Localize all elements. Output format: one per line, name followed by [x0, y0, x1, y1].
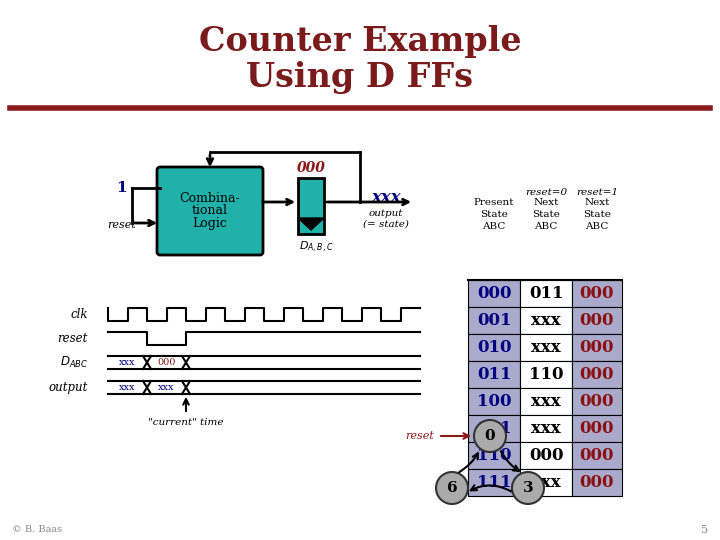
Text: 000: 000 [580, 447, 614, 464]
Bar [520, 280, 572, 307]
Bar [468, 280, 520, 307]
Bar [572, 307, 622, 334]
Text: Next: Next [585, 198, 610, 207]
Text: 000: 000 [580, 366, 614, 383]
Text: 000: 000 [580, 393, 614, 410]
Circle shape [436, 472, 468, 504]
Text: ABC: ABC [534, 222, 558, 231]
Text: 000: 000 [580, 339, 614, 356]
Bar [572, 469, 622, 496]
Text: Using D FFs: Using D FFs [246, 62, 474, 94]
Text: 000: 000 [157, 358, 176, 367]
Text: 101: 101 [477, 420, 511, 437]
Text: Combina-: Combina- [180, 192, 240, 206]
Text: xxx: xxx [531, 474, 561, 491]
Text: State: State [583, 210, 611, 219]
Text: xxx: xxx [531, 393, 561, 410]
Text: 000: 000 [580, 285, 614, 302]
Text: xxx: xxx [372, 190, 401, 206]
Text: reset=0: reset=0 [525, 188, 567, 197]
Text: 000: 000 [297, 161, 325, 175]
Bar [520, 307, 572, 334]
Text: ABC: ABC [585, 222, 608, 231]
Text: © B. Baas: © B. Baas [12, 525, 62, 535]
Bar [468, 334, 520, 361]
Bar [520, 334, 572, 361]
Circle shape [512, 472, 544, 504]
Text: reset: reset [405, 431, 434, 441]
Bar [572, 442, 622, 469]
Text: xxx: xxx [120, 383, 136, 392]
Text: Next: Next [534, 198, 559, 207]
Text: 3: 3 [523, 481, 534, 495]
Bar [572, 415, 622, 442]
Bar [298, 178, 324, 234]
Text: 100: 100 [477, 393, 511, 410]
Text: State: State [532, 210, 560, 219]
Text: output: output [49, 381, 88, 394]
Text: 1: 1 [117, 181, 127, 195]
Text: xxx: xxx [531, 312, 561, 329]
Bar [572, 361, 622, 388]
Text: (= state): (= state) [363, 219, 409, 228]
Text: Counter Example: Counter Example [199, 25, 521, 58]
Text: 001: 001 [477, 312, 511, 329]
Bar [572, 388, 622, 415]
Text: tional: tional [192, 205, 228, 218]
Text: 110: 110 [528, 366, 563, 383]
Text: State: State [480, 210, 508, 219]
Bar [520, 415, 572, 442]
Bar [572, 280, 622, 307]
Text: 000: 000 [580, 474, 614, 491]
FancyBboxPatch shape [157, 167, 263, 255]
Text: 011: 011 [477, 366, 511, 383]
Text: $D_{A,B,C}$: $D_{A,B,C}$ [299, 240, 333, 255]
Text: ABC: ABC [482, 222, 505, 231]
Polygon shape [298, 218, 324, 230]
Text: 110: 110 [477, 447, 511, 464]
Text: clk: clk [71, 308, 88, 321]
Text: xxx: xxx [531, 420, 561, 437]
Text: reset=1: reset=1 [576, 188, 618, 197]
Text: 111: 111 [477, 474, 511, 491]
Text: $D_{ABC}$: $D_{ABC}$ [60, 355, 88, 370]
Bar [468, 415, 520, 442]
Text: Present: Present [474, 198, 514, 207]
Text: 6: 6 [446, 481, 457, 495]
Text: 011: 011 [528, 285, 563, 302]
Bar [468, 469, 520, 496]
Text: xxx: xxx [120, 358, 136, 367]
Text: 000: 000 [477, 285, 511, 302]
Text: 000: 000 [580, 420, 614, 437]
Text: xxx: xxx [531, 339, 561, 356]
Text: "current" time: "current" time [148, 418, 224, 427]
Text: output: output [369, 210, 403, 219]
Bar [520, 361, 572, 388]
Bar [520, 469, 572, 496]
Text: 0: 0 [485, 429, 495, 443]
Text: 000: 000 [580, 312, 614, 329]
Text: 000: 000 [528, 447, 563, 464]
Bar [520, 442, 572, 469]
Bar [468, 307, 520, 334]
Circle shape [474, 420, 506, 452]
Text: reset: reset [58, 332, 88, 345]
Bar [468, 442, 520, 469]
Text: reset: reset [107, 220, 136, 230]
Bar [468, 361, 520, 388]
Text: 5: 5 [701, 525, 708, 535]
Bar [520, 388, 572, 415]
Text: Logic: Logic [192, 217, 228, 230]
Bar [468, 388, 520, 415]
Text: xxx: xxx [158, 383, 175, 392]
Bar [572, 334, 622, 361]
Text: 010: 010 [477, 339, 511, 356]
